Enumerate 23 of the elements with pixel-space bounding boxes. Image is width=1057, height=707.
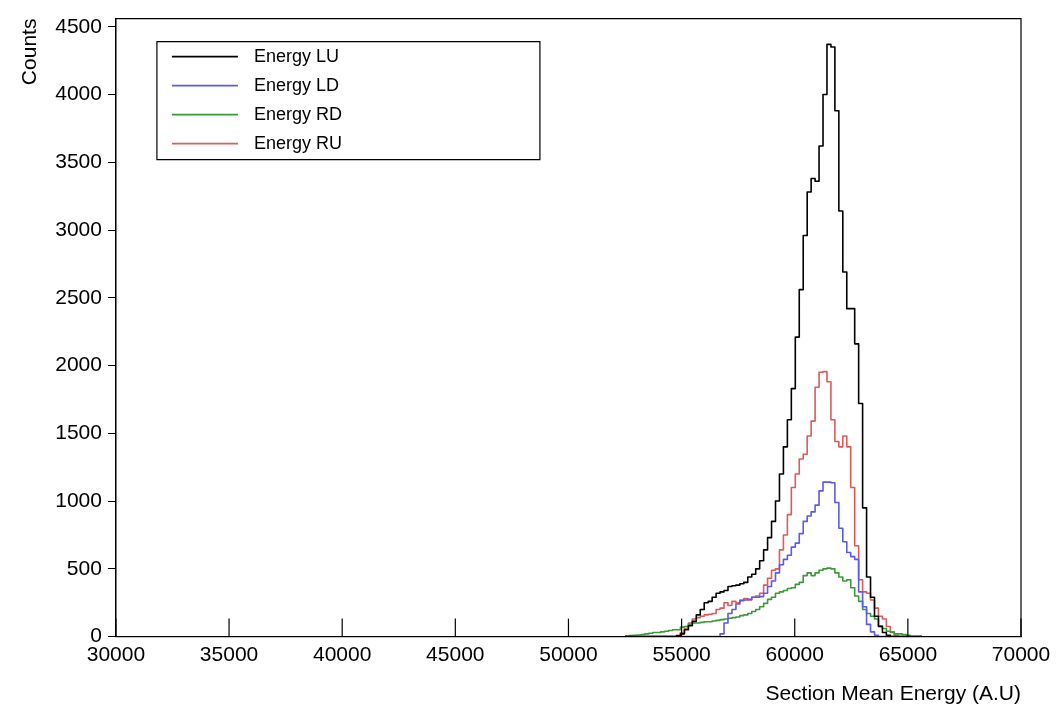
y-tick-label: 3000: [55, 216, 102, 240]
y-tick-label: 1000: [55, 487, 102, 511]
legend-label: Energy LU: [253, 45, 339, 66]
x-tick-label: 35000: [199, 642, 259, 665]
legend-label: Energy RD: [253, 103, 342, 124]
x-tick-label: 55000: [652, 642, 711, 665]
x-axis-title: Section Mean Energy (A.U): [765, 681, 1021, 705]
y-tick-label: 3500: [55, 149, 102, 173]
y-axis-title: Counts: [17, 18, 41, 86]
x-tick-label: 70000: [991, 642, 1051, 665]
x-tick-label: 40000: [312, 642, 372, 665]
x-tick-label: 50000: [539, 642, 598, 665]
x-tick-label: 45000: [426, 642, 485, 665]
y-tick-label: 500: [66, 555, 102, 579]
y-tick-label: 4500: [55, 13, 102, 37]
y-tick-label: 4000: [55, 81, 102, 105]
legend-label: Energy LD: [253, 74, 339, 95]
x-tick-label: 60000: [765, 642, 824, 665]
x-tick-label: 65000: [878, 642, 938, 665]
y-tick-label: 2500: [55, 284, 102, 308]
legend-label: Energy RU: [253, 132, 342, 153]
y-tick-label: 1500: [55, 420, 102, 444]
y-tick-label: 2000: [55, 352, 102, 376]
